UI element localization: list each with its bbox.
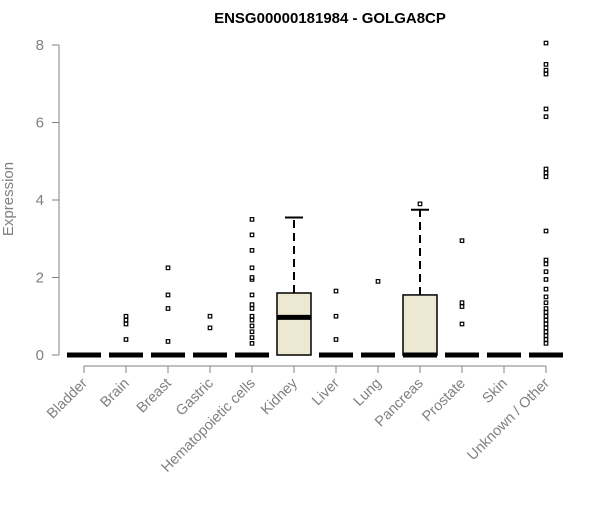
box-11-outlier-23 — [543, 71, 549, 77]
box-11-outlier-4 — [543, 325, 549, 331]
box-1-outlier-0 — [123, 337, 129, 342]
x-tick-label-6: Liver — [309, 375, 343, 409]
box-11-outlier-24 — [543, 67, 549, 73]
box-4-outlier-4 — [249, 317, 255, 323]
box-11-outlier-10 — [543, 300, 549, 306]
box-4-outlier-1 — [249, 335, 255, 340]
box-9 — [445, 238, 479, 358]
box-11-outlier-3 — [543, 329, 549, 335]
box-11-outlier-18 — [543, 174, 549, 180]
box-3-outlier-1 — [207, 313, 213, 319]
box-1-outlier-2 — [123, 317, 129, 323]
box-6-outlier-1 — [333, 313, 339, 319]
box-11 — [529, 40, 563, 358]
box-4-outlier-2 — [249, 329, 255, 335]
box-1 — [109, 313, 143, 358]
box-4-outlier-14 — [249, 217, 255, 222]
box-6 — [319, 288, 353, 358]
box-6-outlier-2 — [333, 288, 339, 294]
box-5-body — [276, 292, 312, 356]
box-8-outlier-0 — [417, 201, 423, 207]
box-4-outlier-10 — [249, 275, 255, 280]
box-11-outlier-13 — [543, 277, 549, 282]
box-11-outlier-11 — [543, 294, 549, 300]
box-11-outlier-9 — [543, 306, 549, 311]
box-4-outlier-13 — [249, 232, 255, 238]
box-11-outlier-25 — [543, 62, 549, 67]
box-11-outlier-1 — [543, 337, 549, 342]
box-11-outlier-14 — [543, 269, 549, 275]
box-11-outlier-0 — [543, 341, 549, 346]
box-4-outlier-12 — [249, 248, 255, 253]
x-tick-label-0: Bladder — [44, 375, 91, 422]
box-7-outlier-0 — [375, 279, 381, 284]
boxes-group — [67, 40, 563, 358]
box-6-outlier-0 — [333, 337, 339, 342]
box-11-outlier-12 — [543, 286, 549, 292]
box-4-outlier-6 — [249, 306, 255, 311]
box-2-outlier-1 — [165, 306, 171, 311]
box-9-outlier-3 — [459, 238, 465, 244]
box-2-outlier-3 — [165, 265, 171, 271]
box-11-outlier-7 — [543, 313, 549, 319]
y-tick-label-4: 8 — [36, 37, 44, 54]
box-1-outlier-3 — [123, 313, 129, 319]
chart-title: ENSG00000181984 - GOLGA8CP — [214, 10, 446, 27]
box-9-outlier-2 — [459, 300, 465, 306]
box-4-outlier-5 — [249, 313, 255, 319]
box-1-outlier-1 — [123, 321, 129, 327]
y-tick-label-3: 6 — [36, 115, 44, 132]
box-2 — [151, 265, 185, 358]
box-11-outlier-17 — [543, 228, 549, 234]
y-tick-label-0: 0 — [36, 347, 44, 364]
x-tick-label-5: Kidney — [258, 375, 301, 418]
box-11-outlier-22 — [543, 106, 549, 112]
x-tick-label-10: Skin — [480, 376, 511, 407]
y-axis: 0 2 4 6 8 — [36, 37, 60, 364]
box-4-outlier-8 — [249, 292, 255, 298]
box-2-outlier-2 — [165, 292, 171, 298]
x-tick-label-2: Breast — [134, 376, 175, 417]
x-tick-label-7: Lung — [351, 376, 385, 410]
box-11-outlier-2 — [543, 333, 549, 338]
box-11-outlier-15 — [543, 261, 549, 267]
x-tick-label-1: Brain — [98, 376, 133, 411]
box-11-outlier-6 — [543, 317, 549, 323]
box-3 — [193, 313, 227, 358]
box-7 — [361, 279, 395, 358]
box-4-outlier-3 — [249, 323, 255, 329]
box-11-outlier-20 — [543, 166, 549, 172]
box-4-outlier-11 — [249, 265, 255, 271]
box-11-outlier-16 — [543, 257, 549, 263]
box-11-outlier-5 — [543, 321, 549, 327]
y-tick-label-2: 4 — [36, 192, 44, 209]
y-tick-label-1: 2 — [36, 270, 44, 287]
box-11-outlier-8 — [543, 310, 549, 315]
y-axis-label: Expression — [0, 162, 17, 236]
box-4-outlier-0 — [249, 341, 255, 346]
box-11-outlier-26 — [543, 40, 549, 46]
box-11-outlier-19 — [543, 170, 549, 176]
box-8 — [402, 201, 438, 358]
box-11-outlier-21 — [543, 114, 549, 120]
box-9-outlier-0 — [459, 321, 465, 327]
box-5 — [276, 216, 312, 356]
box-9-outlier-1 — [459, 304, 465, 309]
x-tick-label-9: Prostate — [419, 376, 468, 425]
box-4-outlier-7 — [249, 302, 255, 307]
box-3-outlier-0 — [207, 325, 213, 331]
box-2-outlier-0 — [165, 339, 171, 344]
box-4 — [235, 217, 269, 358]
box-8-body — [402, 294, 438, 356]
